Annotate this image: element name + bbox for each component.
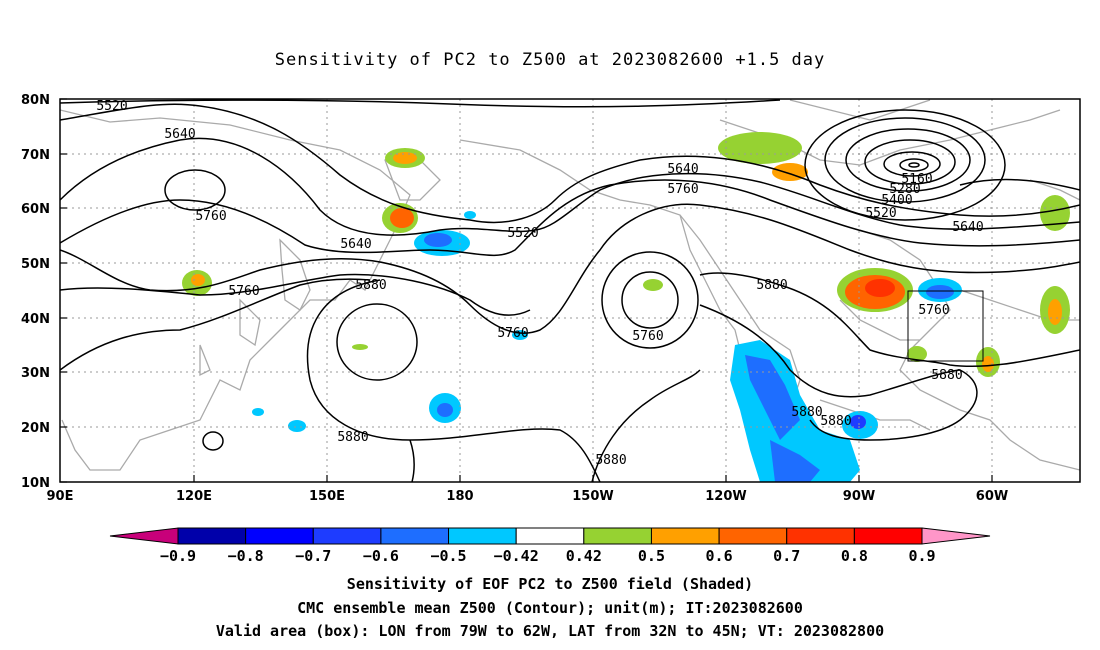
colorbar-swatch — [718, 527, 788, 545]
colorbar-tick-label: −0.9 — [160, 547, 196, 565]
colorbar-tick-label: 0.42 — [566, 547, 602, 565]
negative-patch — [745, 355, 800, 440]
contour-label: 5760 — [918, 303, 949, 318]
lat-label: 20N — [21, 421, 50, 436]
positive-patch — [390, 208, 414, 228]
lon-label: 150E — [309, 489, 345, 504]
positive-patch — [643, 279, 663, 291]
contour-label: 5880 — [337, 430, 368, 445]
contour-label: 5880 — [595, 453, 626, 468]
caption-line-1: Sensitivity of EOF PC2 to Z500 field (Sh… — [346, 575, 754, 593]
colorbar-swatch — [650, 527, 720, 545]
negative-patch — [926, 285, 954, 299]
negative-patch — [464, 211, 476, 219]
sensitivity-shading — [182, 132, 1070, 482]
contour-label: 5880 — [931, 368, 962, 383]
colorbar-tick-label: 0.6 — [706, 547, 733, 565]
lon-label: 150W — [572, 489, 613, 504]
contour-label: 5760 — [632, 329, 663, 344]
longitude-labels: 90E 120E 150E 180 150W 120W 90W 60W — [47, 489, 1009, 504]
map-title: Sensitivity of PC2 to Z500 at 2023082600… — [274, 50, 826, 70]
positive-patch — [1048, 299, 1062, 325]
graticule — [60, 99, 1080, 482]
positive-patch — [1040, 195, 1070, 231]
lon-label: 120W — [705, 489, 746, 504]
positive-patch — [718, 132, 802, 164]
contour-label: 5280 — [889, 182, 920, 197]
colorbar: −0.9 −0.8 −0.7 −0.6 −0.5 −0.42 0.42 0.5 0.6 0.7 0.… — [109, 527, 991, 565]
lon-label: 90W — [843, 489, 875, 504]
contour-label: 5640 — [340, 237, 371, 252]
lat-label: 50N — [21, 257, 50, 272]
positive-patch — [393, 152, 417, 164]
z500-contours — [60, 99, 1080, 482]
colorbar-swatch — [448, 527, 517, 545]
contour-label: 5760 — [228, 284, 259, 299]
lon-label: 90E — [47, 489, 74, 504]
negative-patch — [770, 440, 820, 482]
colorbar-tick-label: 0.5 — [638, 547, 665, 565]
positive-patch — [865, 279, 895, 297]
colorbar-swatch — [245, 527, 314, 545]
colorbar-swatch — [583, 527, 652, 545]
lat-label: 40N — [21, 312, 50, 327]
colorbar-tick-label: −0.8 — [228, 547, 264, 565]
lon-label: 180 — [446, 489, 473, 504]
colorbar-extend-low — [109, 527, 179, 545]
contour-label: 5640 — [667, 162, 698, 177]
negative-patch — [850, 415, 866, 429]
contour-label: 5880 — [756, 278, 787, 293]
colorbar-tick-label: −0.42 — [494, 547, 539, 565]
lat-label: 70N — [21, 148, 50, 163]
colorbar-swatch — [515, 527, 585, 545]
positive-patch — [191, 274, 205, 286]
colorbar-tick-label: −0.6 — [363, 547, 399, 565]
colorbar-swatch — [786, 527, 855, 545]
contour-label: 5640 — [952, 220, 983, 235]
contour-label: 5760 — [667, 182, 698, 197]
contour-label: 5520 — [96, 99, 127, 114]
colorbar-swatch — [177, 527, 247, 545]
valid-area-box — [907, 290, 984, 362]
colorbar-tick-label: 0.7 — [773, 547, 800, 565]
positive-patch — [982, 356, 994, 372]
contour-labels: 5520 5640 5760 5640 5760 5880 5880 5520 … — [96, 99, 983, 468]
contour-label: 5400 — [881, 193, 912, 208]
caption-line-3: Valid area (box): LON from 79W to 62W, L… — [215, 622, 885, 640]
lat-label: 60N — [21, 202, 50, 217]
lat-label: 80N — [21, 93, 50, 108]
lon-label: 60W — [976, 489, 1008, 504]
negative-patch — [424, 233, 452, 247]
colorbar-swatch — [380, 527, 450, 545]
contour-label: 5760 — [497, 326, 528, 341]
positive-patch — [352, 344, 368, 350]
negative-patch — [437, 403, 453, 417]
contour-label: 5160 — [901, 172, 932, 187]
latitude-labels: 80N 70N 60N 50N 40N 30N 20N 10N — [21, 93, 50, 491]
contour-label: 5520 — [507, 226, 538, 241]
colorbar-tick-label: −0.7 — [295, 547, 331, 565]
contour-label: 5880 — [791, 405, 822, 420]
contour-label: 5880 — [820, 414, 851, 429]
contour-label: 5520 — [865, 206, 896, 221]
contour-label: 5640 — [164, 127, 195, 142]
colorbar-tick-label: −0.5 — [430, 547, 466, 565]
caption-line-2: CMC ensemble mean Z500 (Contour); unit(m… — [297, 599, 803, 617]
lon-label: 120E — [176, 489, 212, 504]
negative-patch — [288, 420, 306, 432]
colorbar-tick-label: 0.8 — [841, 547, 868, 565]
colorbar-swatch — [853, 527, 923, 545]
negative-patch — [252, 408, 264, 416]
contour-label: 5760 — [195, 209, 226, 224]
contour-label: 5880 — [355, 278, 386, 293]
colorbar-extend-high — [921, 527, 991, 545]
map-frame — [59, 98, 1081, 483]
lat-label: 30N — [21, 366, 50, 381]
positive-patch — [907, 346, 927, 362]
colorbar-swatch — [312, 527, 382, 545]
axis-ticks — [60, 98, 993, 483]
colorbar-tick-label: 0.9 — [908, 547, 935, 565]
lat-label: 10N — [21, 476, 50, 491]
